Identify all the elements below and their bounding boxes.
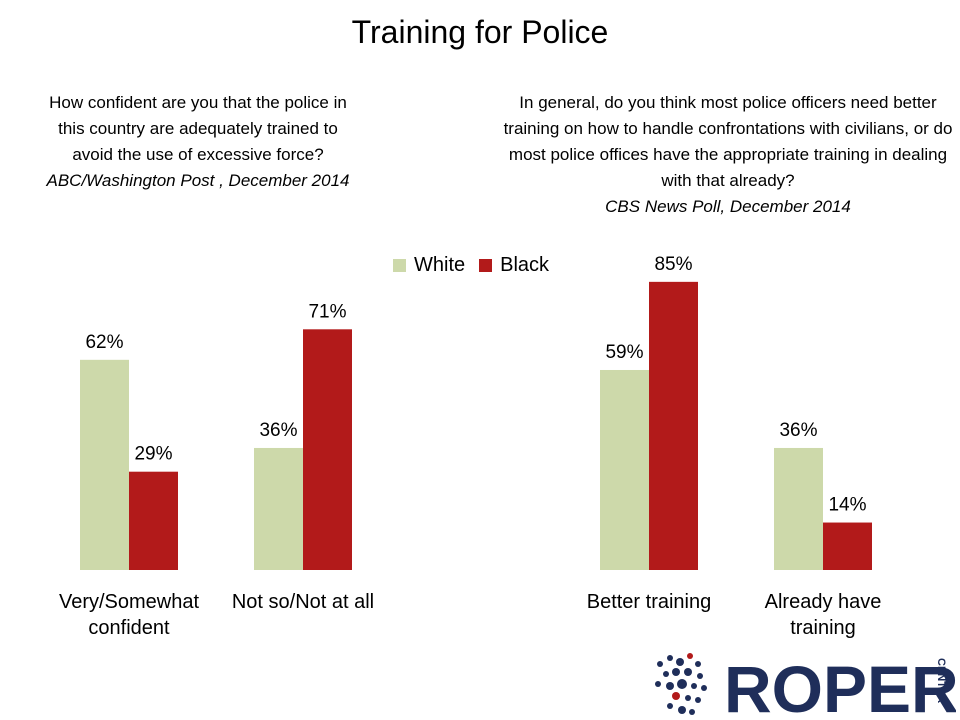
- data-label-black-c1-g0: 85%: [654, 254, 692, 275]
- roper-center-logo: ROPER CENTER: [655, 652, 956, 720]
- data-label-black-c1-g1: 14%: [828, 495, 866, 516]
- legend-item-white: White: [393, 254, 465, 277]
- bar-white-c1-g1: [774, 447, 823, 570]
- data-label-white-c1-g1: 36%: [779, 420, 817, 441]
- logo-wordmark: ROPER: [724, 652, 956, 720]
- bar-black-c1-g1: [823, 522, 872, 570]
- category-label-c1-g1-l0: Already have: [765, 591, 882, 613]
- data-label-white-c1-g0: 59%: [605, 342, 643, 363]
- legend-swatch-white: [393, 259, 406, 272]
- right-question-block: In general, do you think most police off…: [500, 90, 956, 220]
- bar-black-c0-g0: [129, 471, 178, 570]
- category-label-c0-g0-l1: confident: [88, 617, 170, 639]
- bar-black-c1-g0: [649, 281, 698, 570]
- category-label-c1-g0-l0: Better training: [587, 591, 712, 613]
- left-question-text: How confident are you that the police in…: [49, 93, 347, 164]
- legend-item-black: Black: [479, 254, 549, 277]
- data-label-black-c0-g1: 71%: [308, 301, 346, 322]
- logo-subtext: CENTER: [935, 658, 947, 703]
- legend: White Black: [393, 254, 563, 277]
- right-source-text: CBS News Poll, December 2014: [605, 197, 851, 216]
- legend-label-white: White: [414, 254, 466, 276]
- legend-swatch-black: [479, 259, 493, 272]
- category-label-c0-g1-l0: Not so/Not at all: [232, 591, 374, 613]
- category-label-c1-g1-l1: training: [790, 617, 856, 639]
- right-question-text: In general, do you think most police off…: [503, 93, 953, 190]
- data-label-white-c0-g0: 62%: [85, 332, 123, 353]
- left-source-text: ABC/Washington Post , December 2014: [46, 171, 350, 190]
- left-question-block: How confident are you that the police in…: [40, 90, 356, 194]
- bar-white-c1-g0: [600, 369, 649, 570]
- data-label-black-c0-g0: 29%: [134, 444, 172, 465]
- category-label-c0-g0-l0: Very/Somewhat: [59, 591, 200, 613]
- legend-label-black: Black: [500, 254, 550, 276]
- chart-title: Training for Police: [351, 14, 609, 50]
- logo-dots-icon: [655, 653, 707, 715]
- data-label-white-c0-g1: 36%: [259, 420, 297, 441]
- bar-black-c0-g1: [303, 329, 352, 570]
- bar-white-c0-g1: [254, 447, 303, 570]
- bar-white-c0-g0: [80, 359, 129, 570]
